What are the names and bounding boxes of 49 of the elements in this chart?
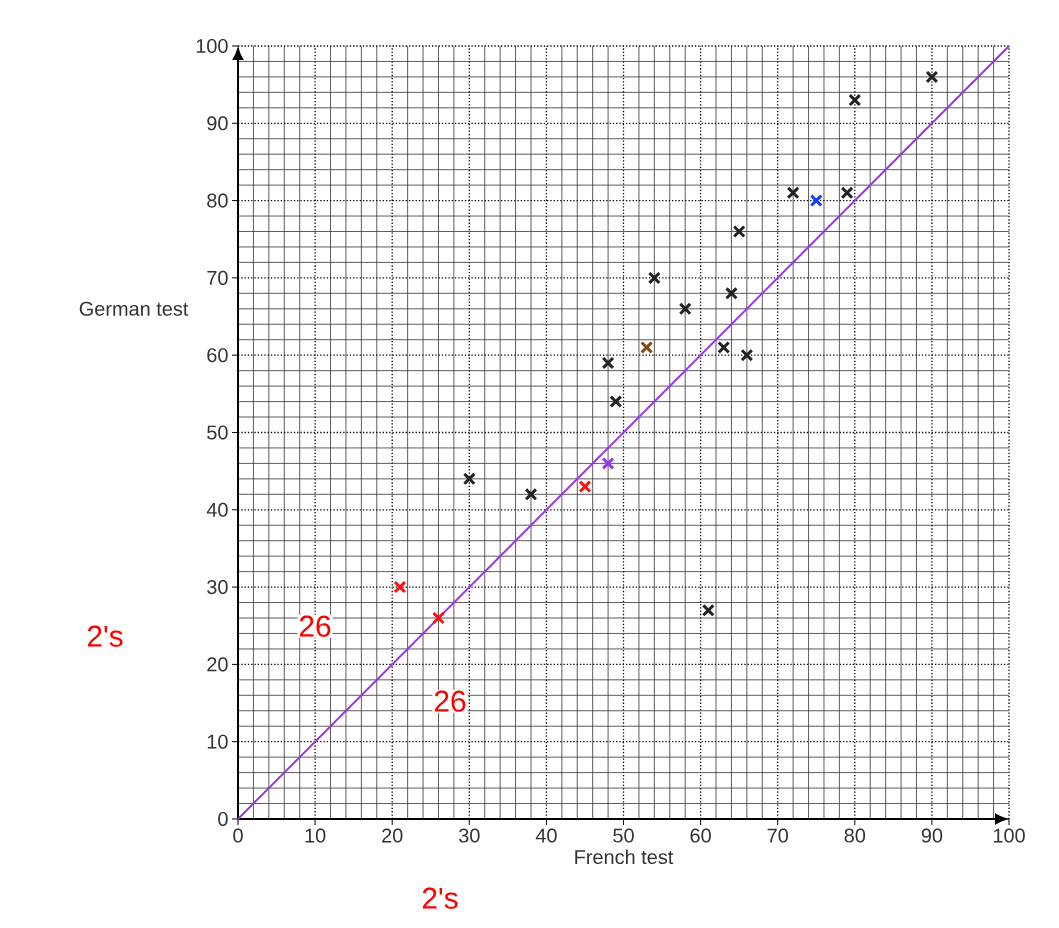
y-tick-label: 40 bbox=[206, 502, 228, 517]
y-tick-label: 100 bbox=[196, 38, 228, 54]
point bbox=[925, 70, 939, 84]
x-axis-title: French test bbox=[575, 849, 674, 865]
y-tick-label: 20 bbox=[207, 657, 228, 672]
text: 2's bbox=[422, 887, 458, 909]
y-tick-label: 0 bbox=[218, 811, 228, 827]
x-tick-label: 0 bbox=[233, 828, 243, 843]
point bbox=[609, 395, 623, 409]
annotation: 26 bbox=[434, 690, 466, 712]
point bbox=[809, 194, 823, 208]
x-tick-label: 20 bbox=[382, 828, 403, 843]
point bbox=[717, 341, 731, 354]
y-tick-label: 80 bbox=[207, 193, 228, 208]
y-tick-label: 90 bbox=[207, 116, 228, 131]
y-tick-label: 30 bbox=[207, 580, 228, 595]
point bbox=[524, 487, 538, 501]
x-tick-label: 40 bbox=[535, 828, 557, 843]
point bbox=[462, 472, 476, 486]
point bbox=[840, 186, 854, 200]
x-tick-label: 10 bbox=[305, 828, 326, 843]
point bbox=[432, 611, 445, 625]
y-axis-title: German test bbox=[79, 301, 189, 316]
y-tick-label: 70 bbox=[207, 270, 228, 285]
point bbox=[786, 186, 800, 200]
point bbox=[678, 302, 692, 316]
point bbox=[640, 341, 654, 354]
point bbox=[578, 480, 592, 494]
x-tick-label: 60 bbox=[690, 828, 711, 843]
x-tick-label: 50 bbox=[613, 828, 634, 843]
point bbox=[848, 93, 862, 107]
x-tick-label: 30 bbox=[458, 828, 480, 843]
annotation: 26 bbox=[299, 615, 331, 637]
point bbox=[701, 603, 715, 617]
point bbox=[740, 348, 754, 362]
point bbox=[732, 225, 746, 238]
point bbox=[647, 271, 661, 285]
x-tick-label: 100 bbox=[993, 828, 1025, 843]
point bbox=[725, 286, 738, 300]
x-tick-label: 80 bbox=[844, 828, 866, 843]
x-tick-label: 70 bbox=[767, 828, 788, 843]
y-tick-label: 50 bbox=[207, 425, 228, 440]
y-tick-label: 10 bbox=[207, 734, 228, 749]
x-tick-label: 90 bbox=[921, 828, 943, 843]
point bbox=[601, 356, 615, 370]
point bbox=[601, 456, 615, 470]
point bbox=[393, 580, 407, 594]
text: 2's bbox=[87, 625, 123, 647]
y-tick-label: 60 bbox=[207, 348, 228, 363]
